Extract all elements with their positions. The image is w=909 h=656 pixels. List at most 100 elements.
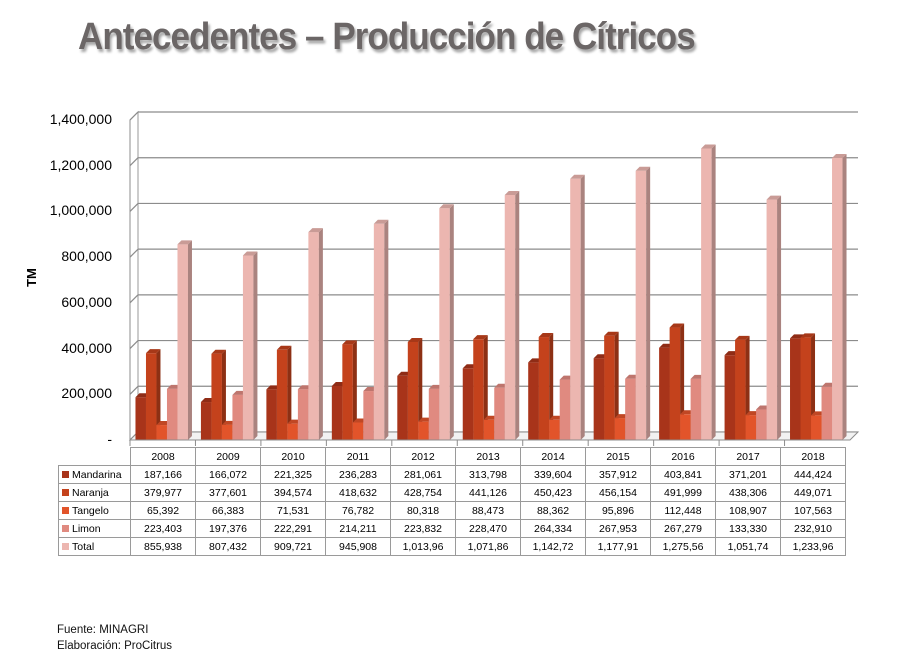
y-tick-label: - [107,431,112,447]
y-tick-label: 800,000 [61,248,112,265]
table-header-year: 2016 [650,447,716,466]
table-cell: 281,061 [390,465,456,484]
chart-plot-area [128,110,860,446]
bar-naranja-2014 [538,333,554,440]
table-header-year: 2015 [585,447,651,466]
table-cell: 441,126 [455,483,521,502]
table-cell: 108,907 [715,501,781,520]
table-cell: 403,841 [650,465,716,484]
bar-naranja-2013 [473,335,488,440]
source-note: Fuente: MINAGRI [57,624,149,636]
table-cell: 339,604 [520,465,586,484]
legend-entry-total: Total [58,537,131,556]
bar-total-2012 [439,204,454,440]
table-header-year: 2010 [260,447,326,466]
table-row: Limon 223,403 197,376 222,291 214,211 223,832… [58,519,846,538]
table-cell: 807,432 [195,537,261,556]
table-cell: 222,291 [260,519,326,538]
y-tick-label: 1,200,000 [49,156,112,173]
table-cell: 438,306 [715,483,781,502]
table-cell: 267,279 [650,519,716,538]
bar-naranja-2009 [211,349,226,440]
elaboration-note: Elaboración: ProCitrus [57,640,173,652]
legend-label: Naranja [72,486,109,499]
bar-total-2011 [373,219,389,440]
table-cell: 88,473 [455,501,521,520]
table-header-year: 2008 [130,447,196,466]
table-cell: 80,318 [390,501,456,520]
chart-data-table: 2008 2009 2010 2011 2012 2013 2014 2015 2016 2017… [58,447,846,556]
table-cell: 1,233,96 [780,537,846,556]
table-header-year: 2014 [520,447,586,466]
table-header-row: 2008 2009 2010 2011 2012 2013 2014 2015 2016 2017… [58,447,846,466]
table-cell: 95,896 [585,501,651,520]
table-cell: 449,071 [780,483,846,502]
y-tick-label: 400,000 [61,339,112,356]
table-row: Naranja 379,977 377,601 394,574 418,632 428,7… [58,483,846,502]
bar-total-2015 [635,166,651,440]
table-cell: 66,383 [195,501,261,520]
table-cell: 197,376 [195,519,261,538]
table-cell: 1,071,86 [455,537,521,556]
table-cell: 377,601 [195,483,261,502]
table-cell: 456,154 [585,483,651,502]
table-cell: 107,563 [780,501,846,520]
bar-naranja-2010 [276,345,292,440]
table-cell: 223,403 [130,519,196,538]
table-header-year: 2009 [195,447,261,466]
table-cell: 379,977 [130,483,196,502]
bar-naranja-2015 [604,331,619,440]
table-cell: 223,832 [390,519,456,538]
slide-title: Antecedentes – Producción de Cítricos [78,16,696,58]
table-corner [58,447,131,466]
table-header-year: 2013 [455,447,521,466]
bar-total-2016 [701,144,716,441]
bar-total-2018 [832,153,847,440]
bar-naranja-2011 [342,340,357,440]
y-tick-label: 1,400,000 [49,111,112,127]
legend-label: Total [72,540,95,553]
table-cell: 371,201 [715,465,781,484]
table-cell: 1,275,56 [650,537,716,556]
table-cell: 1,013,96 [390,537,456,556]
legend-label: Limon [72,522,101,535]
table-cell: 221,325 [260,465,326,484]
table-cell: 71,531 [260,501,326,520]
table-header-year: 2011 [325,447,391,466]
legend-label: Mandarina [72,468,122,481]
gridline-edge [129,203,139,212]
legend-swatch-icon [62,543,69,551]
bar-naranja-2016 [669,323,685,440]
table-header-year: 2017 [715,447,781,466]
gridline-edge [129,385,139,395]
legend-entry-limon: Limon [58,519,131,538]
table-cell: 428,754 [390,483,456,502]
table-cell: 236,283 [325,465,391,484]
gridline-edge [129,294,139,304]
slide-footer: Fuente: MINAGRI Elaboración: ProCitrus [57,622,172,654]
table-cell: 267,953 [585,519,651,538]
table-cell: 264,334 [520,519,586,538]
bar-chart: TM - 200,000 400,000 600,000 800,000 1,000,00… [23,110,860,447]
table-cell: 214,211 [325,519,391,538]
table-cell: 76,782 [325,501,391,520]
table-cell: 394,574 [260,483,326,502]
bar-total-2010 [308,228,323,440]
table-cell: 88,362 [520,501,586,520]
table-cell: 855,938 [130,537,196,556]
table-cell: 65,392 [130,501,196,520]
y-axis-label: TM [23,268,39,287]
table-row: Tangelo 65,392 66,383 71,531 76,782 80,318 88,… [58,501,846,520]
table-cell: 133,330 [715,519,781,538]
gridline-edge [129,157,139,167]
y-tick-label: 200,000 [61,385,112,402]
bar-total-2017 [766,195,782,440]
bar-naranja-2012 [407,337,423,440]
table-cell: 228,470 [455,519,521,538]
gridline-edge [129,111,139,121]
bar-total-2008 [177,240,192,440]
bar-naranja-2008 [145,349,161,440]
bar-total-2014 [570,174,585,440]
legend-entry-naranja: Naranja [58,483,131,502]
table-cell: 232,910 [780,519,846,538]
